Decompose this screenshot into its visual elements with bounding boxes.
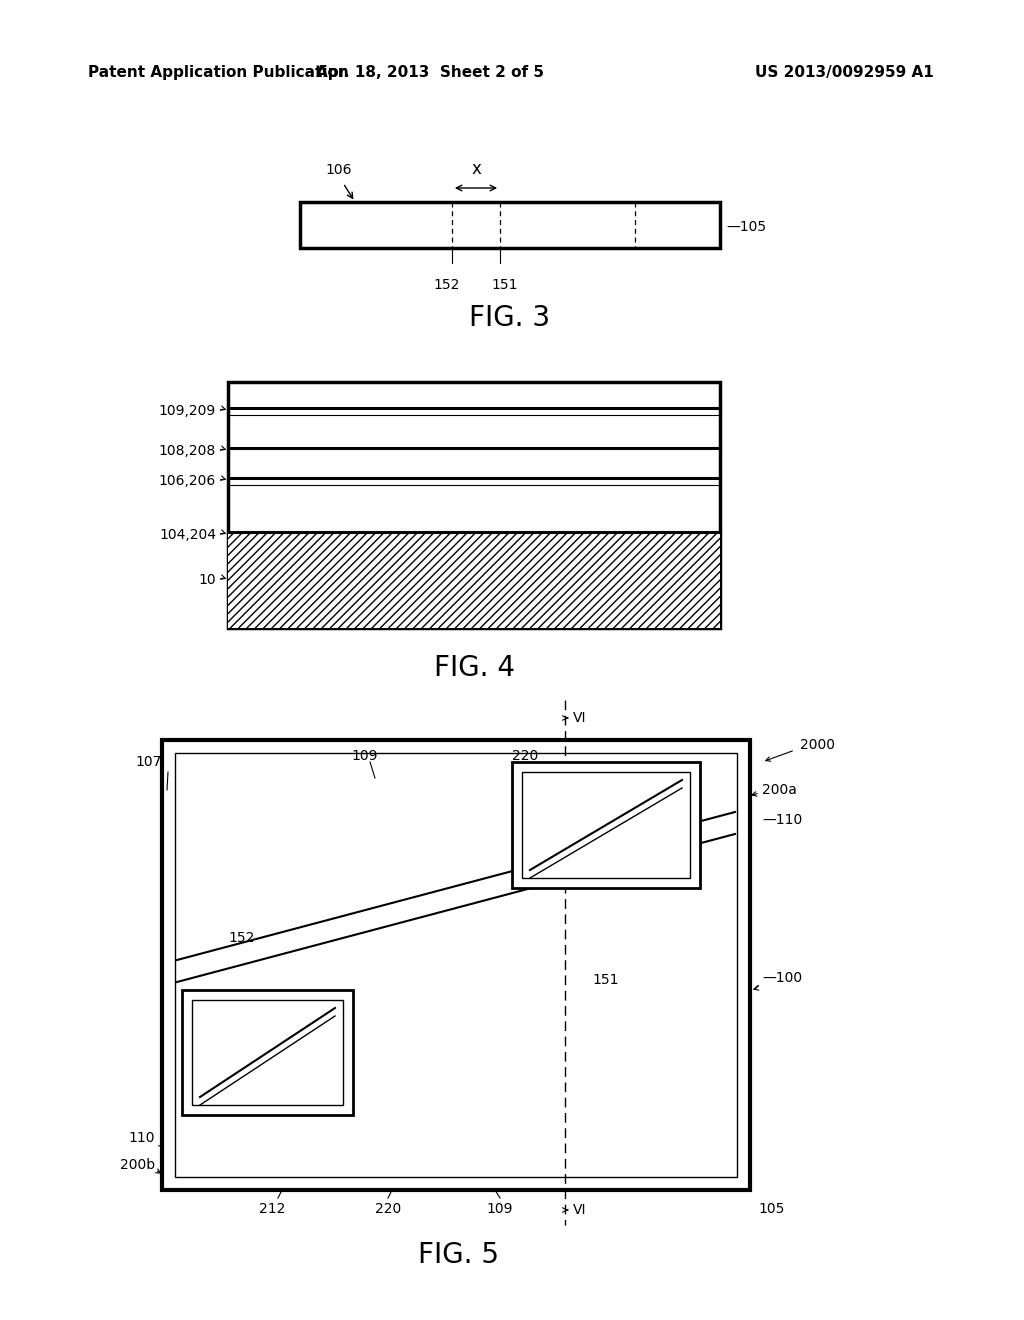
Text: 151: 151 xyxy=(492,279,518,292)
Text: Apr. 18, 2013  Sheet 2 of 5: Apr. 18, 2013 Sheet 2 of 5 xyxy=(316,65,544,79)
Text: —105: —105 xyxy=(726,220,766,234)
Text: 220: 220 xyxy=(512,748,539,763)
Text: 105: 105 xyxy=(758,1203,784,1216)
Text: 200a: 200a xyxy=(762,783,797,797)
Bar xyxy=(522,772,690,878)
Text: 200b: 200b xyxy=(120,1158,155,1172)
Text: FIG. 5: FIG. 5 xyxy=(418,1241,499,1269)
Bar xyxy=(228,532,720,628)
Text: 212: 212 xyxy=(259,1203,286,1216)
Bar xyxy=(228,381,720,628)
Text: US 2013/0092959 A1: US 2013/0092959 A1 xyxy=(755,65,934,79)
Text: 10: 10 xyxy=(199,573,216,587)
Text: 110: 110 xyxy=(128,1131,155,1144)
Text: 220: 220 xyxy=(375,1203,401,1216)
Text: 104,204: 104,204 xyxy=(159,528,216,543)
Bar xyxy=(162,741,750,1191)
Text: 109: 109 xyxy=(352,748,378,763)
Bar xyxy=(193,1001,343,1105)
Text: 106: 106 xyxy=(325,162,351,177)
Text: Patent Application Publication: Patent Application Publication xyxy=(88,65,349,79)
Bar xyxy=(175,752,737,1177)
Text: 152: 152 xyxy=(228,931,254,945)
Text: 107: 107 xyxy=(135,755,162,770)
Text: x: x xyxy=(471,160,481,178)
Text: 212: 212 xyxy=(650,793,677,807)
Bar xyxy=(300,202,720,248)
Text: 2000: 2000 xyxy=(800,738,835,752)
Bar xyxy=(182,990,353,1115)
Text: 152: 152 xyxy=(434,279,460,292)
Text: VI: VI xyxy=(573,1203,587,1217)
Text: 109,209: 109,209 xyxy=(159,404,216,418)
Text: 106,206: 106,206 xyxy=(159,474,216,488)
Bar xyxy=(512,762,700,888)
Text: —110: —110 xyxy=(762,813,802,828)
Text: FIG. 4: FIG. 4 xyxy=(433,653,514,682)
Text: FIG. 3: FIG. 3 xyxy=(469,304,551,333)
Text: 151: 151 xyxy=(592,973,618,987)
Text: VI: VI xyxy=(573,711,587,725)
Text: 109: 109 xyxy=(486,1203,513,1216)
Text: —100: —100 xyxy=(762,972,802,985)
Text: 108,208: 108,208 xyxy=(159,444,216,458)
